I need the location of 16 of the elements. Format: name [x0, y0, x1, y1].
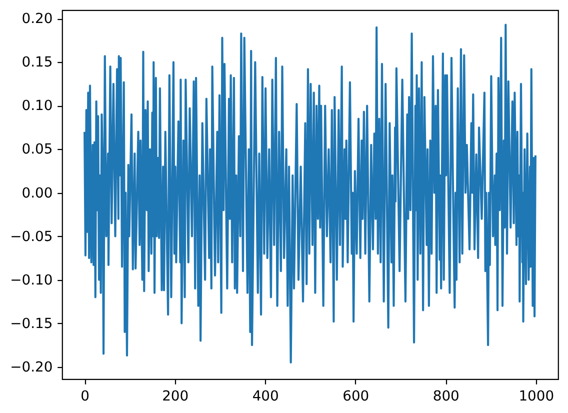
x-tick-label: 400	[252, 388, 279, 404]
x-tick-label: 1000	[518, 388, 554, 404]
y-tick-label: −0.20	[10, 359, 53, 376]
x-tick-label: 0	[80, 388, 90, 404]
y-tick-label: 0.15	[22, 54, 53, 71]
y-tick-label: 0.05	[22, 142, 53, 158]
y-tick-label: 0.00	[22, 185, 53, 202]
y-tick-label: 0.20	[22, 11, 53, 28]
y-tick-label: −0.10	[10, 272, 53, 288]
x-tick-label: 600	[342, 388, 370, 404]
x-tick-label: 800	[432, 388, 460, 404]
y-tick-label: 0.10	[22, 98, 53, 114]
y-tick-label: −0.15	[10, 316, 53, 332]
line-series	[84, 24, 536, 364]
x-tick-label: 200	[162, 388, 189, 404]
y-tick-label: −0.05	[10, 228, 53, 245]
